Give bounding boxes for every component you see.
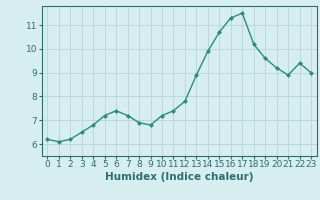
X-axis label: Humidex (Indice chaleur): Humidex (Indice chaleur) <box>105 172 253 182</box>
